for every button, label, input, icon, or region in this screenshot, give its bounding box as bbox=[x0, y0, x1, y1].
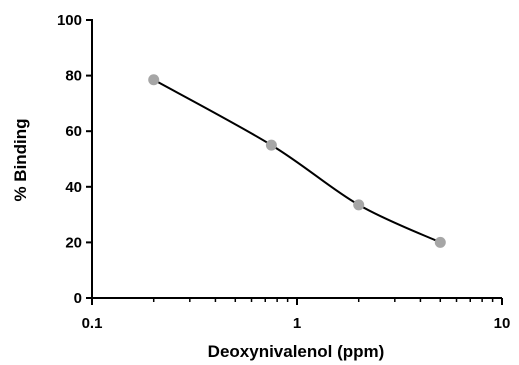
x-tick-label: 0.1 bbox=[82, 315, 103, 332]
y-tick-label: 100 bbox=[57, 12, 82, 29]
y-tick-label: 60 bbox=[65, 123, 82, 140]
x-axis-title: Deoxynivalenol (ppm) bbox=[208, 342, 385, 361]
y-tick-label: 20 bbox=[65, 234, 82, 251]
data-point bbox=[265, 139, 277, 151]
fit-curve-line bbox=[153, 78, 441, 244]
x-tick-label: 10 bbox=[494, 315, 511, 332]
y-tick-label: 0 bbox=[74, 290, 82, 307]
data-point bbox=[148, 74, 160, 86]
x-tick-label: 1 bbox=[293, 315, 301, 332]
y-axis-title: % Binding bbox=[11, 118, 30, 201]
data-point bbox=[434, 236, 446, 248]
x-axis-ticks: 0.1 1 10 bbox=[82, 298, 511, 332]
y-tick-label: 80 bbox=[65, 68, 82, 85]
data-point bbox=[353, 199, 365, 211]
y-tick-label: 40 bbox=[65, 179, 82, 196]
y-axis-ticks: 0 20 40 60 80 100 bbox=[57, 12, 92, 307]
axes bbox=[91, 19, 502, 299]
data-points bbox=[148, 74, 446, 248]
